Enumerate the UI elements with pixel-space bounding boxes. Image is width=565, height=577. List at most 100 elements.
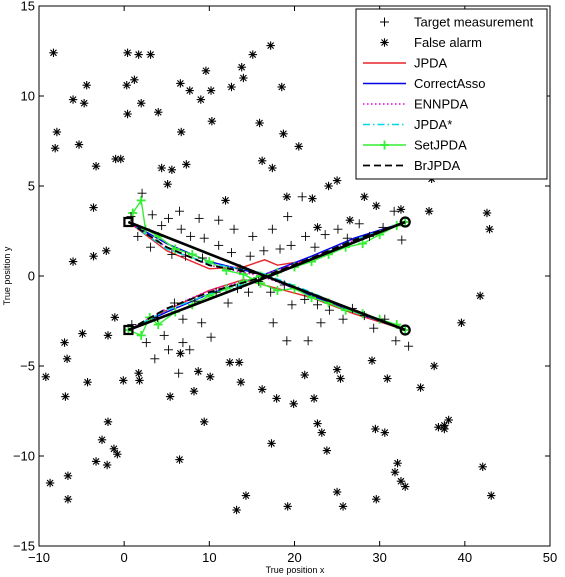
false-alarm-38-d2: [164, 180, 172, 188]
false-alarm-57: [268, 163, 277, 173]
false-alarm-95-d2: [301, 371, 309, 379]
false-alarm-61-d2: [308, 195, 316, 203]
false-alarm-67-d2: [346, 216, 354, 224]
false-alarm-18-d2: [79, 330, 86, 338]
legend: Target measurement False alarm JPDA Correct…: [355, 8, 548, 180]
target-measurement-55: [300, 294, 310, 304]
false-alarm-69-d2: [483, 209, 491, 217]
false-alarm-32-d2: [130, 76, 138, 84]
false-alarm-54-d2: [267, 42, 275, 50]
false-alarm-108-d2: [383, 375, 391, 383]
false-alarm-116: [440, 424, 449, 434]
false-alarm-121-d2: [458, 319, 465, 327]
false-alarm-84-d2: [206, 373, 214, 381]
target-measurement-layer: [126, 188, 414, 378]
target-measurement-50: [244, 287, 254, 297]
target-measurement-58: [338, 314, 348, 324]
target-measurement-5: [163, 213, 173, 223]
target-measurement-48: [223, 298, 233, 308]
false-alarm-87: [236, 378, 246, 387]
target-measurement-15: [226, 248, 236, 258]
false-alarm-101-d2: [333, 488, 341, 496]
false-alarm-67: [345, 216, 355, 225]
false-alarm-111: [396, 477, 406, 486]
false-alarm-100-d2: [333, 366, 341, 374]
false-alarm-30-d2: [123, 81, 131, 89]
legend-label-target-measurement: Target measurement: [414, 15, 534, 30]
x-tick-label-6: 40: [458, 550, 472, 565]
false-alarm-51-d2: [239, 74, 247, 82]
legend-label-jpda: JPDA: [414, 56, 448, 71]
false-alarm-84: [205, 372, 215, 381]
false-alarm-69: [482, 208, 492, 218]
legend-box: [355, 8, 548, 180]
target-measurement-42: [159, 330, 169, 340]
false-alarm-106: [372, 495, 381, 504]
false-alarm-16-d2: [64, 472, 72, 480]
false-alarm-64-d2: [333, 177, 341, 185]
target-measurement-61: [369, 323, 379, 333]
false-alarm-109: [390, 468, 400, 477]
true-track-end-2: [399, 216, 411, 228]
false-alarm-51: [239, 73, 248, 83]
false-alarm-3: [50, 144, 60, 153]
target-measurement-19: [275, 244, 285, 254]
false-alarm-118: [478, 462, 487, 471]
y-tick-label-3: −5: [20, 359, 35, 374]
false-alarm-12: [41, 372, 51, 381]
false-alarm-88-d2: [233, 506, 240, 514]
false-alarm-61: [308, 194, 317, 203]
x-tick-label-7: 50: [543, 550, 557, 565]
false-alarm-93-d2: [284, 502, 292, 510]
false-alarm-65-d2: [372, 202, 380, 210]
series-setjpda-point-1-5: [170, 244, 180, 254]
target-measurement-54: [287, 300, 297, 310]
false-alarm-66: [360, 192, 369, 201]
false-alarm-36-d2: [154, 108, 162, 116]
false-alarm-18: [78, 329, 87, 338]
false-alarm-64: [332, 176, 342, 185]
false-alarm-23: [109, 444, 119, 453]
target-measurement-22: [310, 242, 320, 252]
y-tick-label-6: 10: [21, 89, 35, 104]
false-alarm-113: [429, 361, 439, 371]
false-alarm-94-d2: [290, 400, 298, 408]
false-alarm-66-d2: [360, 193, 368, 201]
false-alarm-70-d2: [486, 225, 493, 233]
target-measurement-7: [186, 231, 196, 241]
false-alarm-44: [196, 95, 206, 104]
target-measurement-67: [303, 336, 313, 346]
false-alarm-21: [97, 435, 107, 444]
target-measurement-70: [185, 345, 195, 355]
target-measurement-30: [397, 235, 407, 245]
false-alarm-120-d2: [476, 292, 484, 300]
target-measurement-25: [342, 233, 352, 243]
false-alarm-118-d2: [479, 463, 487, 471]
true-track-end-1: [399, 324, 411, 336]
false-alarm-87-d2: [237, 378, 245, 386]
target-measurement-26: [354, 219, 364, 229]
false-alarm-1: [49, 48, 58, 57]
true-track-2: [127, 220, 406, 332]
false-alarm-120: [475, 291, 485, 300]
false-alarm-54: [266, 41, 275, 50]
false-alarm-102: [336, 374, 345, 383]
target-measurement-46: [197, 318, 207, 328]
false-alarm-44-d2: [197, 96, 205, 104]
true-track-1: [127, 220, 406, 332]
false-alarm-34-d2: [137, 99, 145, 107]
false-alarm-108: [383, 374, 392, 383]
false-alarm-22-d2: [103, 461, 111, 469]
false-alarm-106-d2: [372, 495, 380, 503]
target-measurement-17: [245, 251, 255, 261]
target-measurement-65: [268, 318, 278, 328]
false-alarm-19-d2: [84, 378, 91, 386]
false-alarm-65: [372, 201, 381, 210]
false-alarm-82-d2: [194, 367, 202, 375]
false-alarm-26: [45, 478, 55, 488]
target-measurement-24: [333, 224, 343, 234]
series-setjpda-point-2-2: [136, 330, 146, 340]
false-alarm-26-d2: [46, 479, 54, 487]
false-alarm-105-d2: [371, 425, 379, 433]
